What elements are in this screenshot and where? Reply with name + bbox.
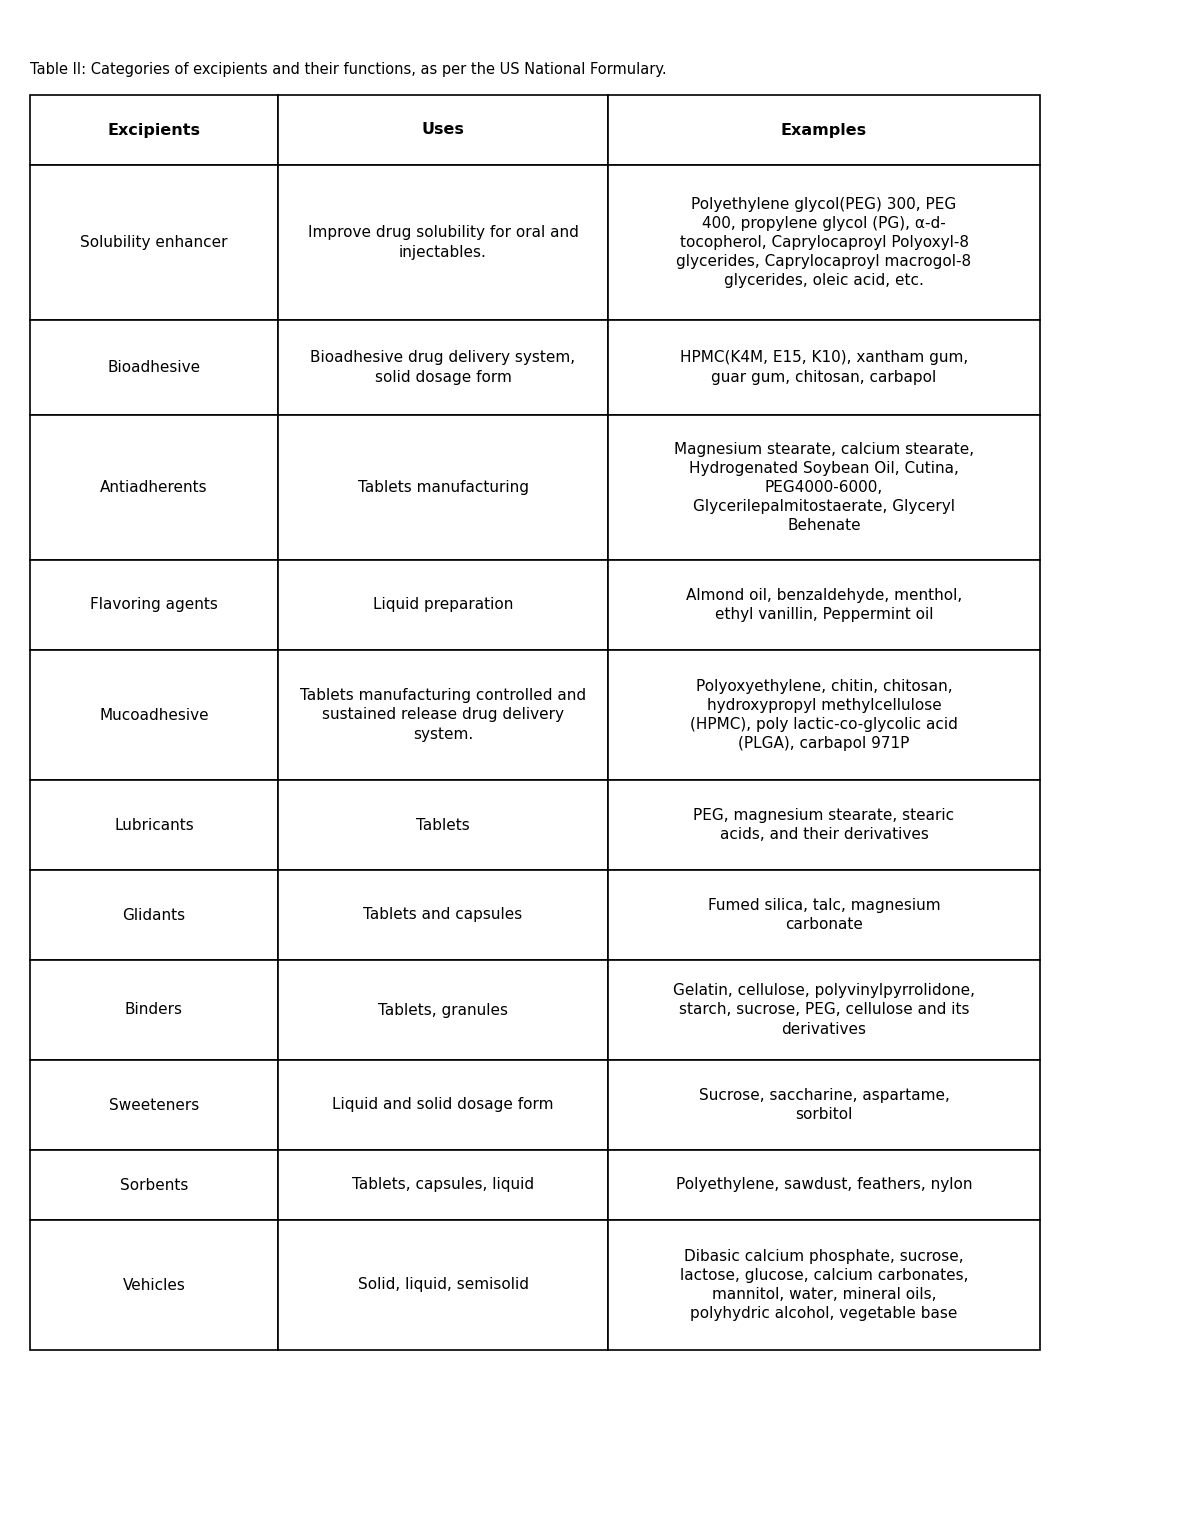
Bar (30, 959, 278, 1061)
Bar (278, 870, 608, 959)
Text: Mucoadhesive: Mucoadhesive (100, 708, 209, 723)
Bar (608, 319, 1040, 414)
Text: Tablets: Tablets (416, 818, 470, 832)
Text: Uses: Uses (421, 123, 464, 138)
Bar (278, 959, 608, 1061)
Text: Solid, liquid, semisolid: Solid, liquid, semisolid (358, 1277, 528, 1292)
Text: Tablets and capsules: Tablets and capsules (364, 907, 523, 923)
Text: Flavoring agents: Flavoring agents (90, 597, 218, 612)
Text: Binders: Binders (125, 1002, 182, 1018)
Text: HPMC(K4M, E15, K10), xantham gum,
guar gum, chitosan, carbapol: HPMC(K4M, E15, K10), xantham gum, guar g… (680, 350, 968, 385)
Bar (608, 95, 1040, 164)
Text: Tablets manufacturing: Tablets manufacturing (358, 480, 528, 494)
Bar (608, 959, 1040, 1061)
Bar (278, 414, 608, 560)
Text: Table II: Categories of excipients and their functions, as per the US National F: Table II: Categories of excipients and t… (30, 61, 667, 77)
Text: Dibasic calcium phosphate, sucrose,
lactose, glucose, calcium carbonates,
mannit: Dibasic calcium phosphate, sucrose, lact… (679, 1248, 968, 1322)
Bar (608, 1061, 1040, 1150)
Text: Tablets manufacturing controlled and
sustained release drug delivery
system.: Tablets manufacturing controlled and sus… (300, 688, 586, 741)
Bar (278, 780, 608, 870)
Text: Improve drug solubility for oral and
injectables.: Improve drug solubility for oral and inj… (307, 226, 578, 259)
Bar (608, 1220, 1040, 1349)
Text: Polyethylene, sawdust, feathers, nylon: Polyethylene, sawdust, feathers, nylon (676, 1177, 972, 1193)
Text: Magnesium stearate, calcium stearate,
Hydrogenated Soybean Oil, Cutina,
PEG4000-: Magnesium stearate, calcium stearate, Hy… (674, 442, 974, 533)
Bar (278, 319, 608, 414)
Bar (278, 560, 608, 649)
Text: Polyoxyethylene, chitin, chitosan,
hydroxypropyl methylcellulose
(HPMC), poly la: Polyoxyethylene, chitin, chitosan, hydro… (690, 678, 958, 751)
Text: Sweeteners: Sweeteners (109, 1098, 199, 1113)
Bar (30, 414, 278, 560)
Text: Sorbents: Sorbents (120, 1177, 188, 1193)
Text: Bioadhesive drug delivery system,
solid dosage form: Bioadhesive drug delivery system, solid … (311, 350, 576, 385)
Text: Fumed silica, talc, magnesium
carbonate: Fumed silica, talc, magnesium carbonate (708, 898, 941, 932)
Bar (278, 95, 608, 164)
Bar (30, 560, 278, 649)
Bar (278, 1061, 608, 1150)
Text: Almond oil, benzaldehyde, menthol,
ethyl vanillin, Peppermint oil: Almond oil, benzaldehyde, menthol, ethyl… (686, 588, 962, 622)
Bar (608, 414, 1040, 560)
Text: Liquid and solid dosage form: Liquid and solid dosage form (332, 1098, 553, 1113)
Bar (278, 1220, 608, 1349)
Text: Tablets, capsules, liquid: Tablets, capsules, liquid (352, 1177, 534, 1193)
Text: Gelatin, cellulose, polyvinylpyrrolidone,
starch, sucrose, PEG, cellulose and it: Gelatin, cellulose, polyvinylpyrrolidone… (673, 984, 974, 1036)
Text: Sucrose, saccharine, aspartame,
sorbitol: Sucrose, saccharine, aspartame, sorbitol (698, 1088, 949, 1122)
Bar (608, 649, 1040, 780)
Text: Vehicles: Vehicles (122, 1277, 186, 1292)
Bar (608, 780, 1040, 870)
Bar (30, 1150, 278, 1220)
Bar (30, 780, 278, 870)
Text: Polyethylene glycol(PEG) 300, PEG
400, propylene glycol (PG), α-d-
tocopherol, C: Polyethylene glycol(PEG) 300, PEG 400, p… (677, 196, 972, 289)
Bar (30, 1220, 278, 1349)
Text: Liquid preparation: Liquid preparation (373, 597, 514, 612)
Bar (608, 1150, 1040, 1220)
Bar (30, 319, 278, 414)
Text: Antiadherents: Antiadherents (100, 480, 208, 494)
Bar (30, 870, 278, 959)
Text: Tablets, granules: Tablets, granules (378, 1002, 508, 1018)
Text: Glidants: Glidants (122, 907, 186, 923)
Text: Excipients: Excipients (108, 123, 200, 138)
Bar (608, 164, 1040, 319)
Bar (30, 1061, 278, 1150)
Bar (30, 95, 278, 164)
Bar (608, 870, 1040, 959)
Text: Examples: Examples (781, 123, 868, 138)
Text: Solubility enhancer: Solubility enhancer (80, 235, 228, 250)
Bar (608, 560, 1040, 649)
Bar (30, 164, 278, 319)
Bar (278, 1150, 608, 1220)
Text: Lubricants: Lubricants (114, 818, 194, 832)
Text: Bioadhesive: Bioadhesive (108, 361, 200, 375)
Bar (278, 649, 608, 780)
Bar (30, 649, 278, 780)
Text: PEG, magnesium stearate, stearic
acids, and their derivatives: PEG, magnesium stearate, stearic acids, … (694, 807, 954, 843)
Bar (278, 164, 608, 319)
